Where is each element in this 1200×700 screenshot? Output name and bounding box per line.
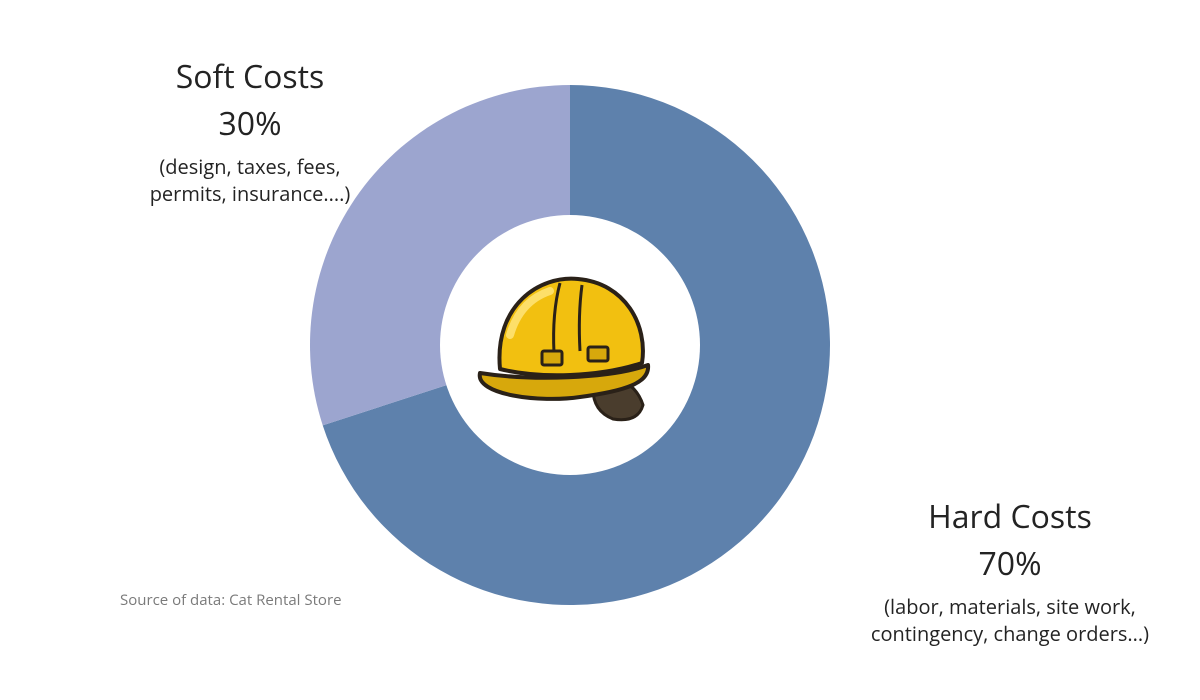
- soft-costs-label: Soft Costs 30% (design, taxes, fees, per…: [100, 55, 400, 207]
- soft-costs-pct: 30%: [100, 102, 400, 145]
- hard-costs-pct: 70%: [840, 542, 1180, 585]
- hard-costs-desc: (labor, materials, site work, contingenc…: [840, 593, 1180, 647]
- hard-costs-title: Hard Costs: [840, 495, 1180, 538]
- source-attribution: Source of data: Cat Rental Store: [120, 590, 342, 610]
- soft-costs-desc: (design, taxes, fees, permits, insurance…: [100, 153, 400, 207]
- infographic-stage: Soft Costs 30% (design, taxes, fees, per…: [0, 0, 1200, 700]
- hard-costs-label: Hard Costs 70% (labor, materials, site w…: [840, 495, 1180, 647]
- soft-costs-title: Soft Costs: [100, 55, 400, 98]
